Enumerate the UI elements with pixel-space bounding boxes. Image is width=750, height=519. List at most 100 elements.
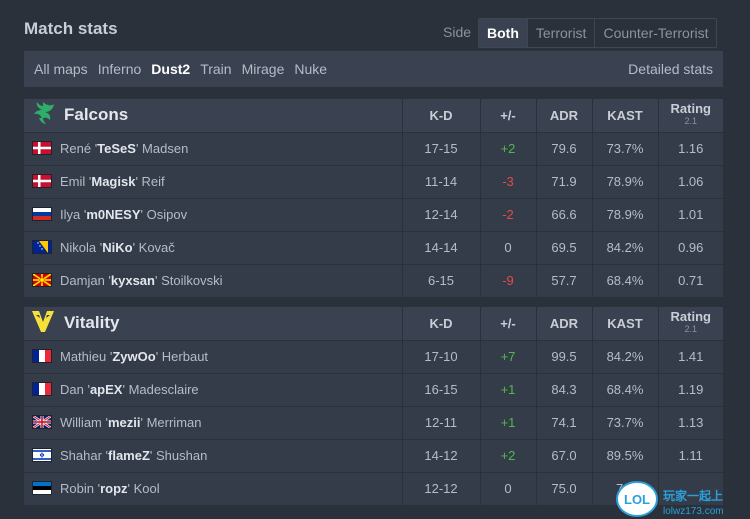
player-last-name: ' Kool — [127, 481, 160, 496]
watermark-logo: LOL 玩家一起上 lolwz173.com — [616, 481, 724, 517]
player-rating: 1.19 — [657, 373, 723, 407]
team-name[interactable]: Falcons — [64, 105, 129, 125]
player-last-name: ' Madesclaire — [122, 382, 199, 397]
map-tab-train[interactable]: Train — [200, 61, 232, 77]
side-option-terrorist[interactable]: Terrorist — [526, 19, 595, 47]
player-diff: +2 — [479, 439, 536, 473]
player-kd: 11-14 — [401, 165, 480, 199]
player-rating — [657, 472, 723, 506]
player-kast: 68.4% — [591, 264, 658, 298]
rating-version: 2.1 — [684, 116, 697, 127]
player-name-cell[interactable]: William 'mezii' Merriman — [24, 406, 402, 440]
player-rating: 1.13 — [657, 406, 723, 440]
player-name-cell[interactable]: Emil 'Magisk' Reif — [24, 165, 402, 199]
player-diff: -2 — [479, 198, 536, 232]
player-adr: 74.1 — [535, 406, 592, 440]
player-nickname: m0NESY — [86, 207, 141, 222]
player-kast: 78.9% — [591, 198, 658, 232]
player-row: Dan 'apEX' Madesclaire 16-15 +1 84.3 68.… — [24, 373, 723, 407]
detailed-stats-link[interactable]: Detailed stats — [628, 61, 713, 77]
side-option-counter-terrorist[interactable]: Counter-Terrorist — [594, 19, 716, 47]
player-name-cell[interactable]: Shahar 'flameZ' Shushan — [24, 439, 402, 473]
player-kast: 73.7% — [591, 132, 658, 166]
player-last-name: ' Shushan — [149, 448, 208, 463]
col-header-kast: KAST — [591, 99, 658, 133]
player-last-name: ' Osipov — [140, 207, 188, 222]
player-rating: 0.96 — [657, 231, 723, 265]
player-diff: +1 — [479, 406, 536, 440]
player-kast: 73.7% — [591, 406, 658, 440]
svg-text:lolwz173.com: lolwz173.com — [663, 506, 724, 517]
player-first-name: Shahar ' — [60, 448, 109, 463]
player-last-name: ' Herbaut — [155, 349, 209, 364]
player-first-name: Ilya ' — [60, 207, 87, 222]
player-name-cell[interactable]: René 'TeSeS' Madsen — [24, 132, 402, 166]
map-tab-dust2[interactable]: Dust2 — [151, 61, 191, 77]
player-first-name: Emil ' — [60, 174, 92, 189]
map-tab-all[interactable]: All maps — [34, 61, 88, 77]
player-adr: 57.7 — [535, 264, 592, 298]
player-rating: 1.41 — [657, 340, 723, 374]
denmark-flag-icon — [32, 141, 52, 155]
player-kd: 14-12 — [401, 439, 480, 473]
player-nickname: TeSeS — [97, 141, 136, 156]
france-flag-icon — [32, 349, 52, 363]
player-last-name: ' Reif — [135, 174, 165, 189]
player-diff: +7 — [479, 340, 536, 374]
player-kd: 17-15 — [401, 132, 480, 166]
player-rating: 1.01 — [657, 198, 723, 232]
side-selector: Both Terrorist Counter-Terrorist — [478, 18, 718, 48]
player-diff: -3 — [479, 165, 536, 199]
player-name-cell[interactable]: Robin 'ropz' Kool — [24, 472, 402, 506]
player-adr: 67.0 — [535, 439, 592, 473]
player-last-name: ' Kovač — [132, 240, 175, 255]
player-row: Nikola 'NiKo' Kovač 14-14 0 69.5 84.2% 0… — [24, 231, 723, 265]
player-diff: +1 — [479, 373, 536, 407]
player-kast: 84.2% — [591, 340, 658, 374]
player-row: Shahar 'flameZ' Shushan 14-12 +2 67.0 89… — [24, 439, 723, 473]
player-name-cell[interactable]: Mathieu 'ZywOo' Herbaut — [24, 340, 402, 374]
rating-label: Rating — [670, 101, 711, 117]
player-nickname: NiKo — [102, 240, 133, 255]
col-header-diff: +/- — [479, 307, 536, 341]
map-tab-nuke[interactable]: Nuke — [294, 61, 328, 77]
player-row: Damjan 'kyxsan' Stoilkovski 6-15 -9 57.7… — [24, 264, 723, 298]
player-kast: 84.2% — [591, 231, 658, 265]
player-kd: 16-15 — [401, 373, 480, 407]
player-first-name: Robin ' — [60, 481, 101, 496]
player-kast: 68.4% — [591, 373, 658, 407]
player-first-name: Dan ' — [60, 382, 90, 397]
player-row: René 'TeSeS' Madsen 17-15 +2 79.6 73.7% … — [24, 132, 723, 166]
player-nickname: mezii — [107, 415, 141, 430]
player-name-cell[interactable]: Ilya 'm0NESY' Osipov — [24, 198, 402, 232]
player-first-name: Nikola ' — [60, 240, 103, 255]
rating-version: 2.1 — [684, 324, 697, 335]
player-kd: 12-14 — [401, 198, 480, 232]
player-rating: 1.16 — [657, 132, 723, 166]
player-nickname: ZywOo — [112, 349, 156, 364]
player-first-name: William ' — [60, 415, 108, 430]
team-name[interactable]: Vitality — [64, 313, 120, 333]
estonia-flag-icon — [32, 481, 52, 495]
denmark-flag-icon — [32, 174, 52, 188]
map-tab-inferno[interactable]: Inferno — [97, 61, 142, 77]
france-flag-icon — [32, 382, 52, 396]
team-table-falcons: Falcons K-D +/- ADR KAST Rating 2.1 René… — [24, 99, 723, 298]
player-name-cell[interactable]: Nikola 'NiKo' Kovač — [24, 231, 402, 265]
player-diff: 0 — [479, 472, 536, 506]
svg-text:LOL: LOL — [624, 492, 650, 507]
map-filter-bar: All maps Inferno Dust2 Train Mirage Nuke… — [24, 51, 723, 87]
vitality-logo-icon — [24, 308, 64, 339]
player-row: Ilya 'm0NESY' Osipov 12-14 -2 66.6 78.9%… — [24, 198, 723, 232]
north-macedonia-flag-icon — [32, 273, 52, 287]
map-tab-mirage[interactable]: Mirage — [241, 61, 285, 77]
col-header-adr: ADR — [535, 307, 592, 341]
player-name-cell[interactable]: Dan 'apEX' Madesclaire — [24, 373, 402, 407]
player-last-name: ' Madsen — [135, 141, 189, 156]
svg-text:玩家一起上: 玩家一起上 — [663, 488, 723, 503]
player-name-cell[interactable]: Damjan 'kyxsan' Stoilkovski — [24, 264, 402, 298]
col-header-rating: Rating 2.1 — [657, 307, 723, 341]
player-row: Mathieu 'ZywOo' Herbaut 17-10 +7 99.5 84… — [24, 340, 723, 374]
side-option-both[interactable]: Both — [479, 19, 527, 47]
player-kast: 78.9% — [591, 165, 658, 199]
